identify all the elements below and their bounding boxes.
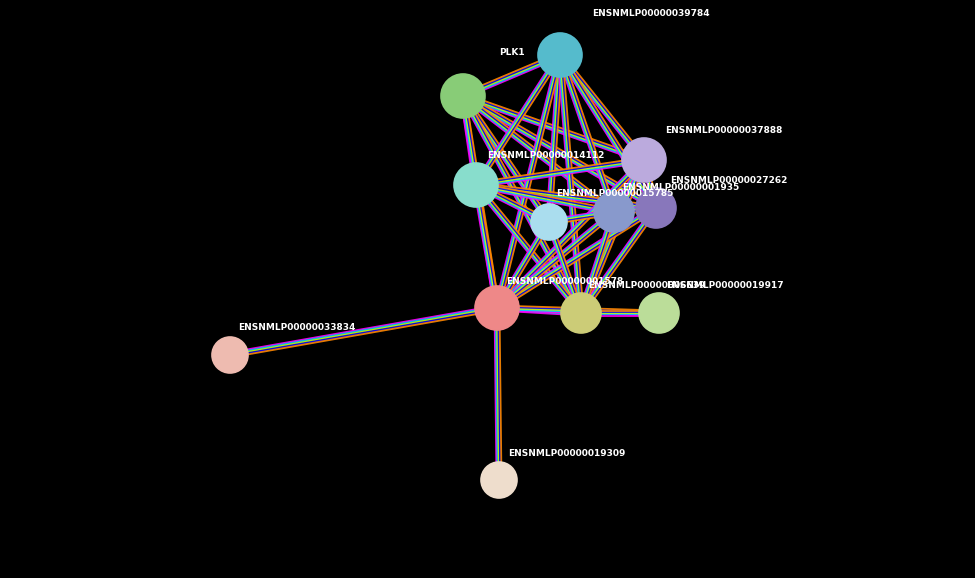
- Text: ENSNMLP00000014112: ENSNMLP00000014112: [487, 151, 604, 160]
- Circle shape: [639, 293, 679, 333]
- Text: ENSNMLP00000019309: ENSNMLP00000019309: [508, 449, 625, 458]
- Circle shape: [212, 337, 248, 373]
- Text: ENSNMLP00000001578: ENSNMLP00000001578: [506, 277, 623, 286]
- Text: ENSNMLP00000001935: ENSNMLP00000001935: [622, 183, 739, 192]
- Circle shape: [481, 462, 517, 498]
- Circle shape: [622, 138, 666, 182]
- Text: ENSNMLP00000027262: ENSNMLP00000027262: [670, 176, 788, 185]
- Circle shape: [475, 286, 519, 330]
- Circle shape: [454, 163, 498, 207]
- Circle shape: [561, 293, 601, 333]
- Text: ENSNMLP00000006639: ENSNMLP00000006639: [588, 281, 705, 290]
- Circle shape: [594, 192, 634, 232]
- Circle shape: [531, 204, 567, 240]
- Circle shape: [538, 33, 582, 77]
- Text: ENSNMLP00000033834: ENSNMLP00000033834: [238, 323, 355, 332]
- Text: PLK1: PLK1: [499, 48, 525, 57]
- Circle shape: [441, 74, 485, 118]
- Text: ENSNMLP00000037888: ENSNMLP00000037888: [665, 126, 782, 135]
- Text: ENSNMLP00000015785: ENSNMLP00000015785: [556, 189, 674, 198]
- Text: ENSNMLP00000019917: ENSNMLP00000019917: [666, 281, 784, 290]
- Circle shape: [636, 188, 676, 228]
- Text: ENSNMLP00000039784: ENSNMLP00000039784: [592, 9, 710, 18]
